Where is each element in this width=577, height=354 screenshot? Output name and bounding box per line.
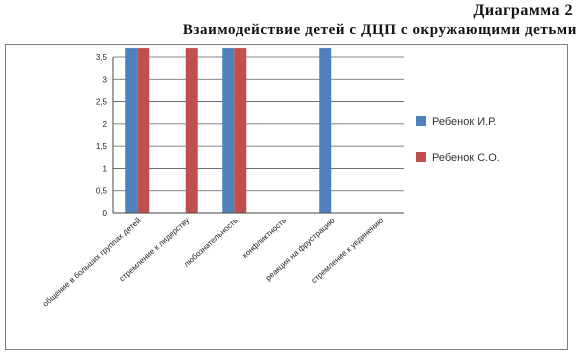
figure-caption: Диаграмма 2 bbox=[473, 2, 573, 19]
y-tick-label: 1,5 bbox=[96, 142, 108, 151]
x-category-label: конфликтность bbox=[240, 216, 288, 260]
grid-lines bbox=[113, 56, 404, 214]
legend-label: Ребенок И.Р. bbox=[432, 116, 496, 128]
x-category-label: общение в больших группах детей bbox=[41, 216, 143, 309]
legend-swatch bbox=[416, 152, 426, 162]
bars bbox=[125, 48, 332, 214]
y-tick-label: 2,5 bbox=[96, 98, 108, 107]
axes bbox=[112, 57, 404, 214]
legend-swatch bbox=[416, 116, 426, 126]
y-tick-label: 3 bbox=[103, 75, 108, 84]
y-tick-label: 2 bbox=[103, 120, 108, 129]
legend-label: Ребенок С.О. bbox=[432, 152, 500, 164]
bar bbox=[137, 48, 150, 214]
category-labels: общение в больших группах детейстремлени… bbox=[41, 216, 385, 309]
bar bbox=[234, 48, 247, 214]
y-tick-label: 3,5 bbox=[96, 53, 108, 62]
chart-title: Взаимодействие детей с ДЦП с окружающими… bbox=[182, 22, 577, 38]
y-tick-label: 0,5 bbox=[96, 187, 108, 196]
x-category-label: любознательность bbox=[182, 216, 239, 269]
bar bbox=[319, 48, 332, 214]
legend: Ребенок И.Р. Ребенок С.О. bbox=[416, 116, 500, 164]
bar bbox=[222, 48, 235, 214]
chart-frame bbox=[5, 44, 568, 350]
bar bbox=[125, 48, 138, 214]
y-tick-label: 1 bbox=[103, 164, 108, 173]
y-tick-label: 0 bbox=[103, 209, 108, 218]
y-axis-ticks: 0 0,5 1 1,5 2 2,5 3 3,5 bbox=[96, 53, 108, 218]
bar bbox=[185, 48, 198, 214]
